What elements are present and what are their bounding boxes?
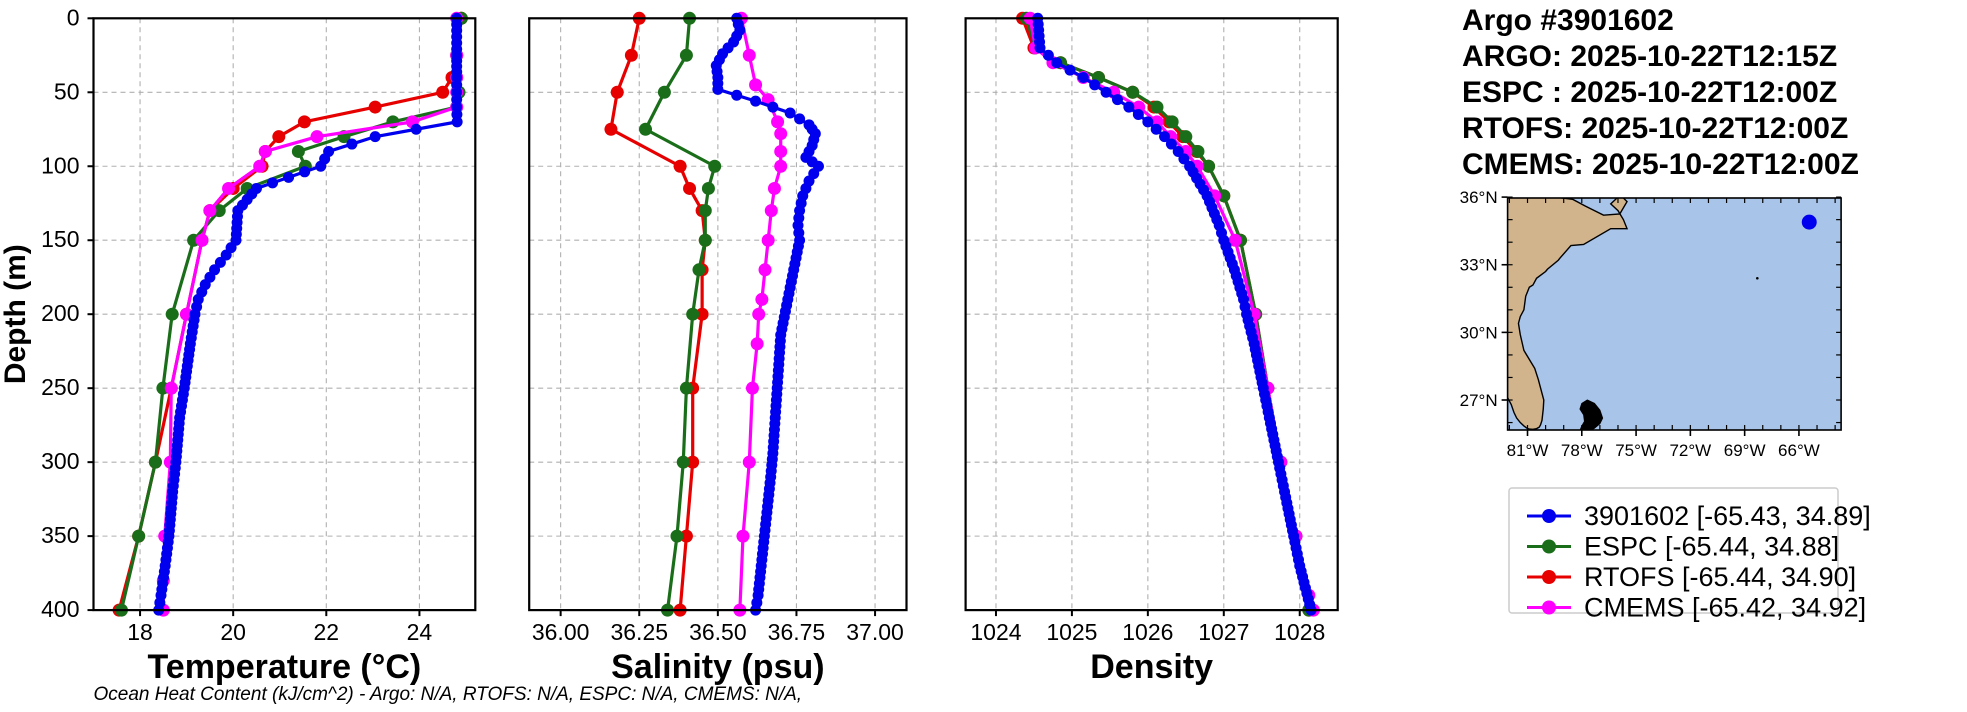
svg-text:3901602 [-65.43, 34.89]: 3901602 [-65.43, 34.89]	[1584, 501, 1871, 531]
svg-text:400: 400	[41, 596, 79, 622]
svg-text:Temperature (°C): Temperature (°C)	[148, 648, 422, 686]
svg-text:66°W: 66°W	[1778, 441, 1820, 460]
svg-text:350: 350	[41, 522, 79, 548]
svg-text:81°W: 81°W	[1507, 441, 1549, 460]
svg-text:RTOFS [-65.44, 34.90]: RTOFS [-65.44, 34.90]	[1584, 562, 1856, 592]
svg-text:30°N: 30°N	[1460, 323, 1498, 342]
svg-text:300: 300	[41, 448, 79, 474]
svg-text:Depth (m): Depth (m)	[0, 244, 32, 384]
svg-text:250: 250	[41, 374, 79, 400]
svg-text:1027: 1027	[1198, 619, 1249, 645]
svg-text:100: 100	[41, 152, 79, 178]
svg-text:78°W: 78°W	[1561, 441, 1603, 460]
svg-text:ESPC [-65.44, 34.88]: ESPC [-65.44, 34.88]	[1584, 532, 1839, 562]
svg-text:ESPC : 2025-10-22T12:00Z: ESPC : 2025-10-22T12:00Z	[1462, 76, 1837, 109]
svg-text:Ocean Heat Content (kJ/cm^2) -: Ocean Heat Content (kJ/cm^2) - Argo: N/A…	[94, 684, 803, 705]
svg-text:1026: 1026	[1122, 619, 1173, 645]
svg-text:36°N: 36°N	[1460, 188, 1498, 207]
svg-text:18: 18	[127, 619, 153, 645]
svg-text:0: 0	[67, 4, 80, 30]
svg-text:24: 24	[407, 619, 433, 645]
svg-text:36.50: 36.50	[689, 619, 747, 645]
svg-text:75°W: 75°W	[1615, 441, 1657, 460]
svg-text:Salinity (psu): Salinity (psu)	[611, 648, 824, 686]
svg-text:36.75: 36.75	[768, 619, 826, 645]
svg-text:Argo #3901602: Argo #3901602	[1462, 4, 1674, 37]
svg-text:CMEMS [-65.42, 34.92]: CMEMS [-65.42, 34.92]	[1584, 593, 1866, 623]
svg-text:37.00: 37.00	[846, 619, 904, 645]
svg-text:72°W: 72°W	[1669, 441, 1711, 460]
svg-text:20: 20	[220, 619, 246, 645]
svg-text:36.25: 36.25	[610, 619, 668, 645]
svg-text:ARGO: 2025-10-22T12:15Z: ARGO: 2025-10-22T12:15Z	[1462, 40, 1837, 73]
svg-text:1025: 1025	[1046, 619, 1097, 645]
svg-text:27°N: 27°N	[1460, 391, 1498, 410]
svg-text:CMEMS: 2025-10-22T12:00Z: CMEMS: 2025-10-22T12:00Z	[1462, 148, 1859, 181]
svg-text:200: 200	[41, 300, 79, 326]
svg-text:50: 50	[54, 78, 80, 104]
svg-text:33°N: 33°N	[1460, 256, 1498, 275]
svg-text:36.00: 36.00	[532, 619, 590, 645]
svg-text:69°W: 69°W	[1724, 441, 1766, 460]
svg-text:Density: Density	[1090, 648, 1213, 686]
svg-text:1028: 1028	[1274, 619, 1325, 645]
svg-text:22: 22	[314, 619, 340, 645]
svg-text:150: 150	[41, 226, 79, 252]
svg-text:1024: 1024	[970, 619, 1021, 645]
svg-text:RTOFS: 2025-10-22T12:00Z: RTOFS: 2025-10-22T12:00Z	[1462, 112, 1848, 145]
